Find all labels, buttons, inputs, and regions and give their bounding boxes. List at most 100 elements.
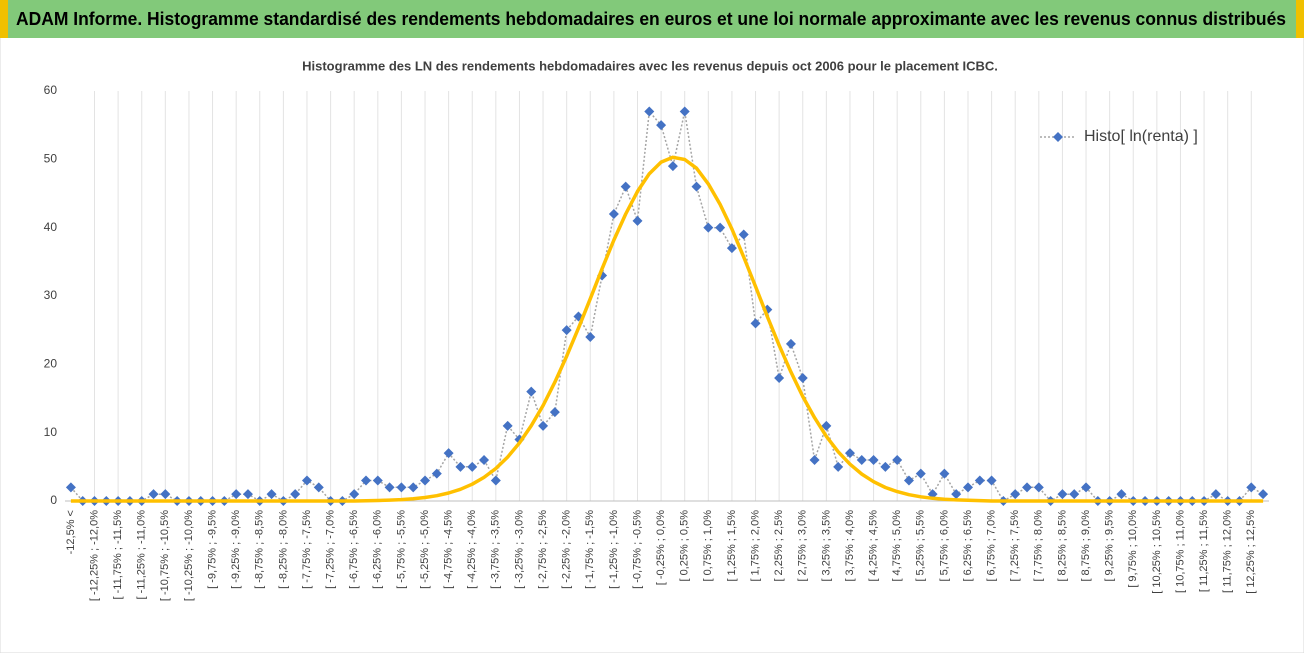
x-tick-label: [ 2,75% ; 3,0% <box>797 510 809 582</box>
y-tick-label: 60 <box>44 83 58 97</box>
x-tick-label: [ 8,25% ; 8,5% <box>1056 510 1068 582</box>
data-point <box>242 489 253 500</box>
data-point <box>290 489 301 500</box>
data-point <box>526 386 537 397</box>
data-point <box>1057 489 1068 500</box>
x-tick-label: [ -9,25% ; -9,0% <box>230 510 242 589</box>
header-accent <box>0 0 8 38</box>
x-tick-label: [ 1,75% ; 2,0% <box>749 510 761 582</box>
x-tick-label: [ -3,75% ; -3,5% <box>490 510 502 589</box>
y-tick-label: 50 <box>44 152 58 166</box>
y-tick-label: 10 <box>44 425 58 439</box>
x-tick-label: [ -6,25% ; -6,0% <box>372 510 384 589</box>
x-tick-label: [ -9,75% ; -9,5% <box>206 510 218 589</box>
chart-title: Histogramme des LN des rendements hebdom… <box>302 58 998 73</box>
x-tick-label: [ -7,75% ; -7,5% <box>301 510 313 589</box>
data-point <box>608 209 619 219</box>
x-tick-label: [ 5,25% ; 5,5% <box>915 510 927 582</box>
x-tick-label: [ -12,25% ; -12,0% <box>88 510 100 601</box>
data-point <box>431 468 442 479</box>
data-point <box>148 489 159 500</box>
header-title: ADAM Informe. Histogramme standardisé de… <box>16 9 1286 29</box>
header-accent <box>1296 0 1304 38</box>
x-tick-label: [ 11,25% ; 11,5% <box>1198 510 1210 592</box>
x-tick-label: [ -6,75% ; -6,5% <box>348 510 360 589</box>
legend-label: Histo[ ln(renta) ] <box>1084 128 1198 145</box>
x-tick-label: [ -11,75% ; -11,5% <box>112 510 124 600</box>
data-point <box>313 482 324 493</box>
data-point <box>502 420 513 431</box>
x-tick-label: [ -7,25% ; -7,0% <box>324 510 336 589</box>
data-point <box>65 482 76 493</box>
data-point <box>738 229 749 240</box>
data-point <box>632 215 643 226</box>
x-tick-label: [ 0,75% ; 1,0% <box>702 510 714 582</box>
x-tick-label: [ 10,75% ; 11,0% <box>1174 510 1186 593</box>
data-point <box>974 475 985 486</box>
y-tick-label: 40 <box>44 220 58 234</box>
data-point <box>1010 489 1021 500</box>
data-point <box>939 468 950 479</box>
data-point <box>1246 482 1257 493</box>
x-tick-label: [ 11,75% ; 12,0% <box>1222 510 1234 593</box>
data-point <box>821 420 832 431</box>
x-tick-label: -12,5% < <box>65 510 77 554</box>
data-point <box>349 489 360 500</box>
data-point <box>915 468 926 479</box>
data-point <box>384 482 395 493</box>
data-point <box>1210 489 1221 500</box>
x-tick-label: [ -4,75% ; -4,5% <box>443 510 455 589</box>
x-tick-label: [ 5,75% ; 6,0% <box>938 510 950 582</box>
y-tick-label: 30 <box>44 288 58 302</box>
x-tick-label: [ -10,75% ; -10,5% <box>159 510 171 601</box>
x-tick-label: [ -8,75% ; -8,5% <box>254 510 266 589</box>
data-point <box>479 455 490 465</box>
data-point <box>951 489 962 500</box>
x-tick-label: [ 6,75% ; 7,0% <box>986 510 998 582</box>
data-point <box>750 318 761 329</box>
data-point <box>726 243 737 254</box>
data-point <box>443 448 454 459</box>
data-point <box>160 489 171 500</box>
data-point <box>644 106 655 117</box>
x-tick-label: [ 10,25% ; 10,5% <box>1151 510 1163 594</box>
data-point <box>844 448 855 459</box>
data-point <box>667 161 678 172</box>
data-point <box>868 455 879 465</box>
x-tick-label: [ -5,75% ; -5,5% <box>395 510 407 589</box>
x-tick-label: [ 9,25% ; 9,5% <box>1104 510 1116 582</box>
data-point <box>266 489 277 500</box>
x-tick-label: [ 0,25% ; 0,5% <box>679 510 691 582</box>
data-point <box>490 475 501 486</box>
x-tick-label: [ 7,75% ; 8,0% <box>1033 510 1045 582</box>
series-line <box>70 155 1264 503</box>
data-point <box>1033 482 1044 493</box>
x-tick-label: [ 4,75% ; 5,0% <box>891 510 903 582</box>
data-point <box>856 455 867 465</box>
data-point <box>455 461 466 472</box>
data-point <box>1258 489 1269 500</box>
x-tick-label: [ 4,25% ; 4,5% <box>867 510 879 582</box>
data-point <box>408 482 419 493</box>
data-point <box>1069 489 1080 500</box>
data-point <box>1081 482 1092 493</box>
x-tick-label: [ -5,25% ; -5,0% <box>419 510 431 589</box>
data-point <box>656 120 667 131</box>
x-tick-label: [ -0,75% ; -0,5% <box>631 510 643 589</box>
x-tick-label: [ 3,75% ; 4,0% <box>844 510 856 582</box>
x-tick-label: [ -11,25% ; -11,0% <box>136 510 148 600</box>
data-point <box>963 482 973 493</box>
x-tick-label: [ 7,25% ; 7,5% <box>1009 510 1021 582</box>
x-tick-label: [ 6,25% ; 6,5% <box>962 510 974 582</box>
data-point <box>420 475 431 486</box>
data-point <box>797 373 808 383</box>
data-point <box>561 325 572 336</box>
x-tick-label: [ -1,75% ; -1,5% <box>584 510 596 589</box>
data-point <box>774 373 785 383</box>
data-point <box>301 475 312 486</box>
data-point <box>467 461 478 472</box>
data-point <box>231 489 242 500</box>
data-point <box>715 222 726 233</box>
